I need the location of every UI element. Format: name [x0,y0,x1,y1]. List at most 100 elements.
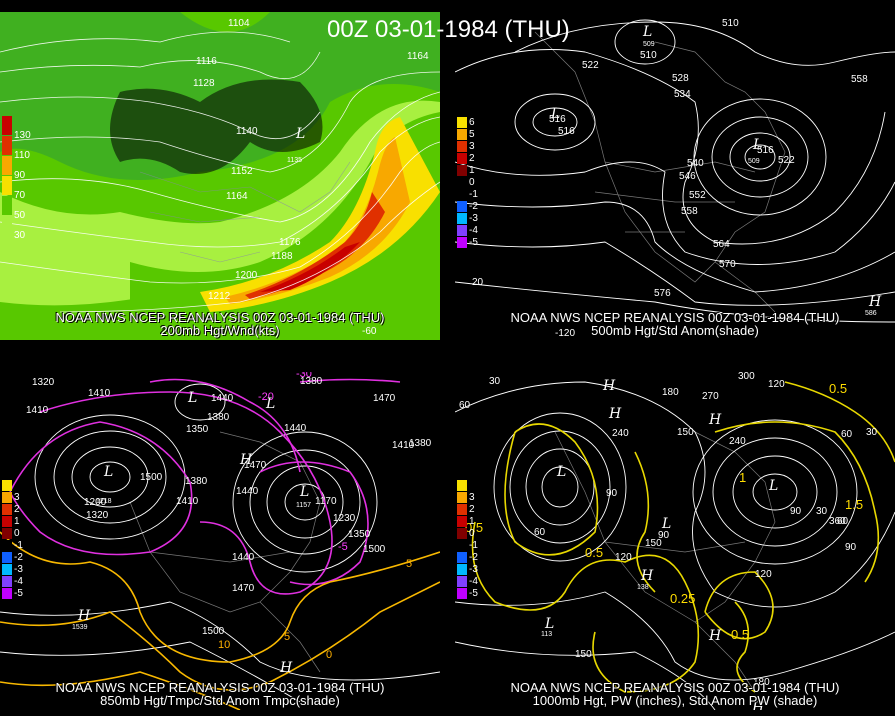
legend-label: 130 [14,130,31,141]
high-pressure-symbol: H [602,378,616,394]
height-contours-850mb [0,383,440,703]
low-pressure-symbol: L [187,390,197,406]
contour-label-1000mb: 30 [816,506,828,517]
contour-label-850mb: 1500 [202,626,225,637]
temp-label: 5 [406,558,412,570]
high-pressure-symbol: H [868,294,882,310]
pw-label: 0.5 [829,381,847,396]
contour-label-850mb: 1410 [26,405,49,416]
temp-label: -20 [258,391,274,403]
contour-label-500mb: 570 [719,259,736,270]
panel-caption-source: NOAA NWS NCEP REANALYSIS 00Z 03-01-1984 … [510,680,840,695]
contour-label-850mb: 1440 [211,393,234,404]
contour-label-500mb: 546 [679,171,696,182]
legend-swatch [457,528,467,539]
panel-200mb: 1104 1116 1128 1140 1152 1164 1164 1176 … [0,12,440,340]
panel-1000mb: 30 60 270 180 300 120 240 150 240 60 30 … [455,372,895,710]
legend-label: 0 [469,528,475,539]
pw-contours [471,381,895,693]
page-title: 00Z 03-01-1984 (THU) [327,16,570,43]
legend-label: -5 [469,237,478,248]
legend-label: 2 [14,504,20,515]
contour-label-200mb: 1164 [407,51,429,62]
legend-swatch [2,564,12,575]
contour-label-500mb: 540 [687,158,704,169]
low-pressure-symbol: L [661,516,671,532]
contour-label-500mb: 552 [689,190,706,201]
contour-label-1000mb: 180 [662,387,679,398]
low-pressure-symbol: L [642,24,652,40]
contour-label-1000mb: 90 [658,530,670,541]
legend-label: -5 [14,588,23,599]
contour-label-500mb: 510 [640,50,657,61]
contour-label-1000mb: 180 [753,677,770,688]
height-contours-1000mb [455,381,895,710]
legend-swatch [457,588,467,599]
legend-swatch [457,189,467,200]
legend-swatch [457,201,467,212]
temp-label: -30 [296,372,312,380]
legend-850mb: 3 2 1 0 -1 -2 -3 -4 -5 [2,480,23,600]
contour-label-500mb: 564 [713,239,730,250]
legend-label: 3 [469,492,475,503]
contour-label-500mb: 516 [549,114,566,125]
legend-label: 1 [14,516,20,527]
contour-label-850mb: 1410 [392,440,415,451]
map-200mb: 1104 1116 1128 1140 1152 1164 1164 1176 … [0,12,440,340]
legend-swatch [457,576,467,587]
map-1000mb: 30 60 270 180 300 120 240 150 240 60 30 … [455,372,895,710]
panel-caption-source: NOAA NWS NCEP REANALYSIS 00Z 03-01-1984 … [510,310,840,325]
legend-swatch [457,141,467,152]
contour-label-1000mb: 300 [738,372,755,382]
legend-label: 2 [469,504,475,515]
legend-swatch [2,480,12,491]
panel-caption-field: 1000mb Hgt, PW (inches), Std Anom PW (sh… [532,693,818,708]
legend-swatch [2,528,12,539]
panel-500mb: 510 510 522 528 534 516 516 540 546 552 … [455,12,895,340]
contour-label-200mb: 1140 [236,126,258,137]
legend-swatch [2,156,12,175]
contour-label-1000mb: 270 [702,391,719,402]
pw-label: 0.25 [670,591,695,606]
contour-label-1000mb: 240 [612,428,629,439]
contour-label-850mb: 1500 [140,472,163,483]
contour-label-1000mb: 60 [459,400,471,411]
contour-label-1000mb: 60 [534,527,546,538]
contour-label-200mb: 1104 [228,18,250,29]
high-pressure-symbol: H [279,660,293,676]
legend-label: -1 [469,540,478,551]
contour-label-850mb: 1380 [409,438,432,449]
legend-swatch [2,176,12,195]
contour-label-850mb: 1470 [373,393,396,404]
legend-swatch [457,117,467,128]
temp-label: -5 [338,541,348,553]
legend-swatch [2,540,12,551]
legend-label: 1 [469,516,475,527]
legend-label: -1 [469,189,478,200]
legend-label: 1 [469,165,475,176]
contour-label-500mb: 510 [722,18,739,29]
legend-label: 30 [14,230,26,241]
low-pressure-value: 1135 [287,157,302,164]
contour-label-200mb: 1116 [196,56,217,67]
legend-label: 0 [14,528,20,539]
temp-label: 5 [284,631,290,643]
legend-500mb: 6 5 3 2 1 0 -1 -2 -3 -4 -5 [457,117,478,249]
contour-label-200mb: 1212 [208,291,231,302]
longitude-label: -120 [555,328,575,339]
legend-swatch [2,196,12,215]
contour-label-1000mb: 240 [729,436,746,447]
legend-swatch [2,116,12,135]
legend-swatch [2,504,12,515]
legend-swatch [457,552,467,563]
legend-label: 3 [469,141,475,152]
pw-label: 1.5 [845,497,863,512]
legend-label: 3 [14,492,20,503]
high-pressure-symbol: H [708,412,722,428]
legend-label: -5 [469,588,478,599]
contour-label-500mb: 516 [558,126,575,137]
contour-label-1000mb: 150 [645,538,662,549]
contour-label-850mb: 1500 [363,544,386,555]
high-pressure-symbol: H [640,568,654,584]
contour-label-500mb: 558 [851,74,868,85]
